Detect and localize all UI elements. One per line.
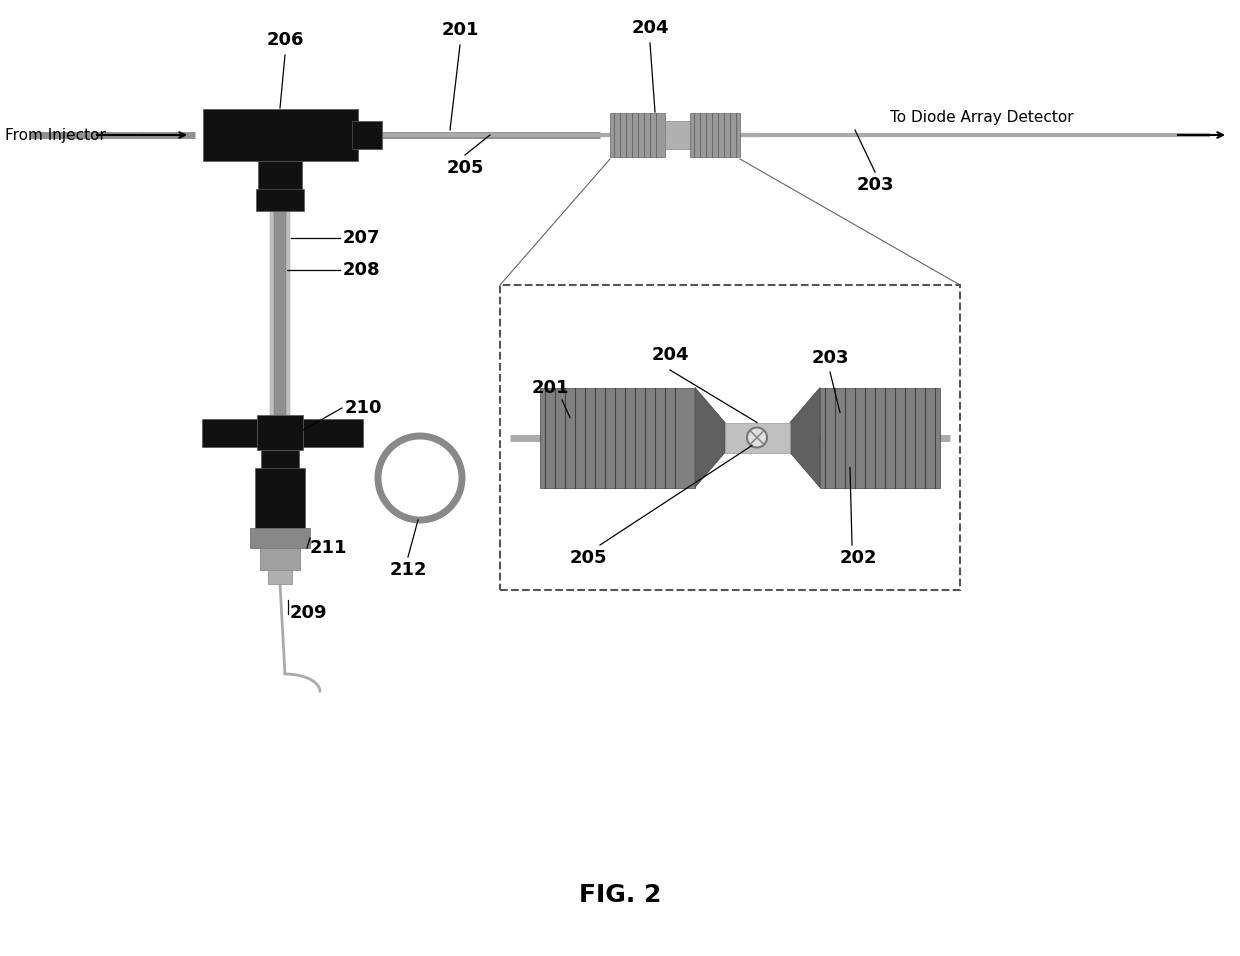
- Text: 201: 201: [441, 21, 479, 39]
- Bar: [260, 450, 299, 470]
- Text: 205: 205: [569, 549, 606, 567]
- Text: 205: 205: [446, 159, 484, 177]
- Text: 203: 203: [857, 176, 894, 194]
- Text: 204: 204: [631, 19, 668, 37]
- Text: 207: 207: [343, 229, 381, 247]
- Bar: [257, 415, 303, 450]
- Polygon shape: [694, 387, 725, 488]
- Bar: [203, 109, 358, 161]
- Text: From Injector: From Injector: [5, 127, 105, 142]
- Circle shape: [746, 427, 768, 447]
- Bar: [303, 419, 363, 447]
- Text: 211: 211: [310, 539, 347, 557]
- Text: To Diode Array Detector: To Diode Array Detector: [890, 110, 1074, 124]
- Bar: [352, 121, 382, 149]
- Bar: [539, 387, 694, 488]
- Polygon shape: [790, 387, 820, 488]
- Text: 209: 209: [290, 604, 327, 622]
- Bar: [255, 468, 305, 528]
- Text: 210: 210: [345, 399, 382, 417]
- Bar: [610, 113, 665, 157]
- Text: 212: 212: [389, 561, 427, 579]
- Bar: [260, 548, 300, 570]
- Text: 203: 203: [811, 349, 848, 367]
- Bar: [268, 570, 291, 584]
- Text: 202: 202: [839, 549, 877, 567]
- Text: 206: 206: [267, 31, 304, 49]
- Bar: [500, 285, 960, 590]
- Bar: [725, 423, 790, 452]
- Bar: [274, 211, 286, 415]
- Text: 204: 204: [651, 346, 688, 364]
- Text: FIG. 2: FIG. 2: [579, 883, 661, 907]
- Bar: [270, 211, 290, 415]
- Bar: [689, 113, 740, 157]
- Text: 201: 201: [531, 379, 569, 397]
- Bar: [665, 121, 689, 149]
- Bar: [202, 419, 257, 447]
- Bar: [258, 161, 303, 191]
- Bar: [255, 189, 304, 211]
- Text: 208: 208: [343, 261, 381, 279]
- Bar: [820, 387, 940, 488]
- Circle shape: [391, 448, 450, 508]
- Bar: [250, 528, 310, 548]
